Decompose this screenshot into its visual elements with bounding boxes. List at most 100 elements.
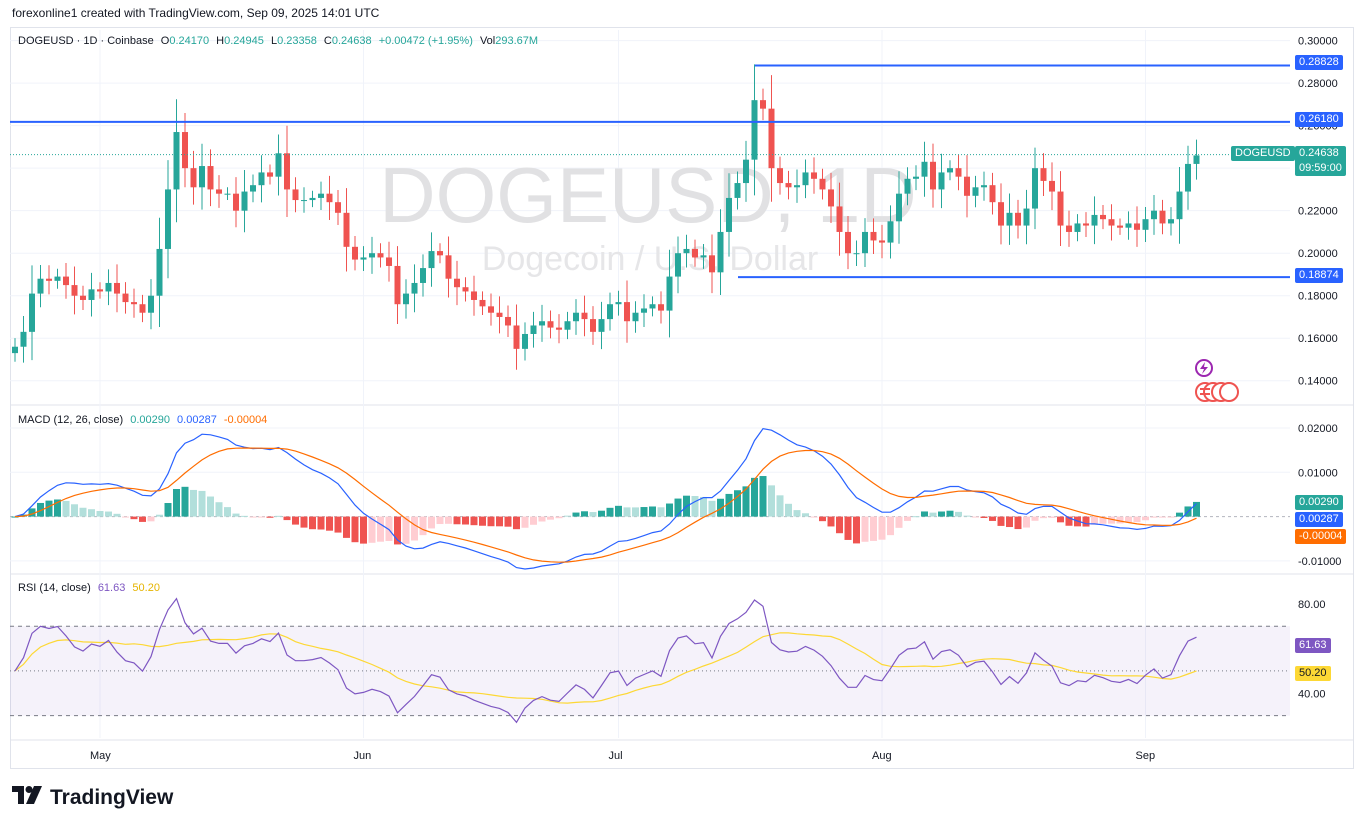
macd-histogram-bar	[71, 504, 78, 517]
candle-body	[207, 166, 214, 190]
macd-histogram-bar	[1057, 516, 1064, 523]
macd-histogram-bar	[28, 508, 36, 517]
macd-histogram-bar	[88, 509, 95, 517]
flash-icon[interactable]	[1188, 358, 1244, 406]
macd-histogram-bar	[377, 516, 384, 542]
candle-body	[675, 253, 681, 277]
candle-body	[700, 255, 707, 258]
candle-body	[658, 304, 664, 311]
candle-body	[46, 278, 52, 281]
candle-body	[326, 193, 333, 203]
candle-body	[1074, 223, 1081, 232]
candle-body	[683, 248, 690, 254]
candle-body	[224, 193, 231, 195]
symbol-label[interactable]: DOGEUSD · 1D · Coinbase	[18, 35, 154, 47]
macd-histogram-bar	[385, 516, 393, 541]
macd-histogram-bar	[334, 516, 342, 533]
events-badges[interactable]	[1188, 358, 1244, 411]
candle-body	[1100, 214, 1106, 220]
macd-histogram-bar	[802, 513, 809, 517]
macd-histogram-bar	[904, 516, 911, 521]
time-axis-label: Sep	[1136, 750, 1156, 762]
macd-histogram-bar	[1048, 516, 1056, 518]
candle-body	[445, 255, 452, 279]
candle-body	[887, 221, 894, 243]
macd-histogram-bar	[674, 498, 682, 517]
candle-body	[1023, 208, 1030, 226]
watermark-ticker: DOGEUSD, 1D	[379, 151, 916, 239]
rsi-value: 61.63	[97, 582, 126, 594]
candle-body	[1168, 219, 1174, 224]
macd-histogram-bar	[700, 496, 707, 517]
macd-histogram-bar	[1150, 516, 1158, 518]
macd-histogram-bar	[564, 515, 571, 517]
macd-histogram-bar	[1091, 516, 1098, 525]
candle-body	[1066, 225, 1072, 232]
macd-histogram-bar	[751, 477, 758, 517]
tradingview-brand: TradingView	[50, 786, 174, 809]
candle-body	[437, 251, 443, 256]
macd-histogram-bar	[1006, 516, 1013, 528]
candle-body	[1125, 223, 1132, 228]
last-price-tag: 0.24638 09:59:00	[1295, 146, 1346, 176]
macd-histogram-bar	[394, 516, 401, 545]
candle-body	[641, 308, 647, 313]
candle-body	[581, 312, 588, 320]
candle-body	[1049, 180, 1055, 192]
macd-legend[interactable]: MACD (12, 26, close) 0.00290 0.00287 -0.…	[18, 414, 271, 426]
macd-histogram-bar	[351, 516, 359, 543]
candle-body	[955, 168, 962, 177]
macd-histogram-bar	[1065, 516, 1073, 526]
candle-body	[139, 304, 146, 313]
macd-histogram-bar	[547, 516, 554, 520]
candle-body	[233, 193, 239, 211]
change-value: +0.00472 (+1.95%)	[378, 35, 473, 47]
candle-body	[386, 257, 392, 266]
candle-body	[1151, 210, 1157, 220]
macd-histogram-bar	[130, 516, 138, 520]
candle-body	[1040, 168, 1047, 181]
candle-body	[1193, 155, 1200, 164]
macd-histogram-bar	[870, 516, 877, 541]
macd-histogram-bar	[445, 516, 452, 524]
macd-histogram-bar	[368, 516, 376, 543]
macd-histogram-bar	[887, 516, 894, 536]
candle-body	[190, 168, 197, 188]
candle-body	[369, 253, 375, 258]
tradingview-logo-icon	[12, 786, 42, 810]
candle-body	[768, 108, 775, 169]
candle-body	[564, 321, 571, 330]
candle-body	[182, 132, 188, 169]
macd-histogram-bar	[1176, 512, 1183, 517]
candle-body	[488, 306, 494, 313]
macd-histogram-bar	[156, 514, 163, 517]
macd-histogram-bar	[1023, 516, 1030, 528]
macd-histogram-bar	[972, 516, 979, 518]
macd-histogram-bar	[708, 500, 716, 517]
macd-histogram-bar	[793, 510, 801, 517]
rsi-axis-label: 40.00	[1298, 688, 1326, 700]
candle-body	[624, 302, 630, 322]
candle-body	[12, 346, 18, 354]
candle-body	[530, 325, 537, 334]
macd-histogram-bar	[615, 505, 622, 517]
high-value: 0.24945	[224, 35, 264, 47]
macd-histogram-bar	[309, 516, 316, 530]
candle-body	[845, 231, 851, 254]
macd-histogram-bar	[54, 499, 61, 517]
rsi-legend[interactable]: RSI (14, close) 61.63 50.20	[18, 582, 164, 594]
candle-body	[360, 257, 367, 260]
candle-body	[250, 185, 256, 192]
candle-body	[709, 255, 715, 273]
candle-body	[964, 176, 970, 196]
last-price-value: 0.24638	[1299, 147, 1339, 159]
macd-value: 0.00290	[130, 414, 170, 426]
macd-histogram-bar	[632, 507, 639, 517]
macd-histogram-bar	[938, 511, 945, 517]
macd-histogram-bar	[1167, 516, 1175, 518]
macd-histogram-bar	[759, 476, 767, 517]
candle-body	[1108, 219, 1115, 226]
candle-body	[921, 161, 928, 177]
tradingview-logo[interactable]: TradingView	[12, 786, 173, 810]
